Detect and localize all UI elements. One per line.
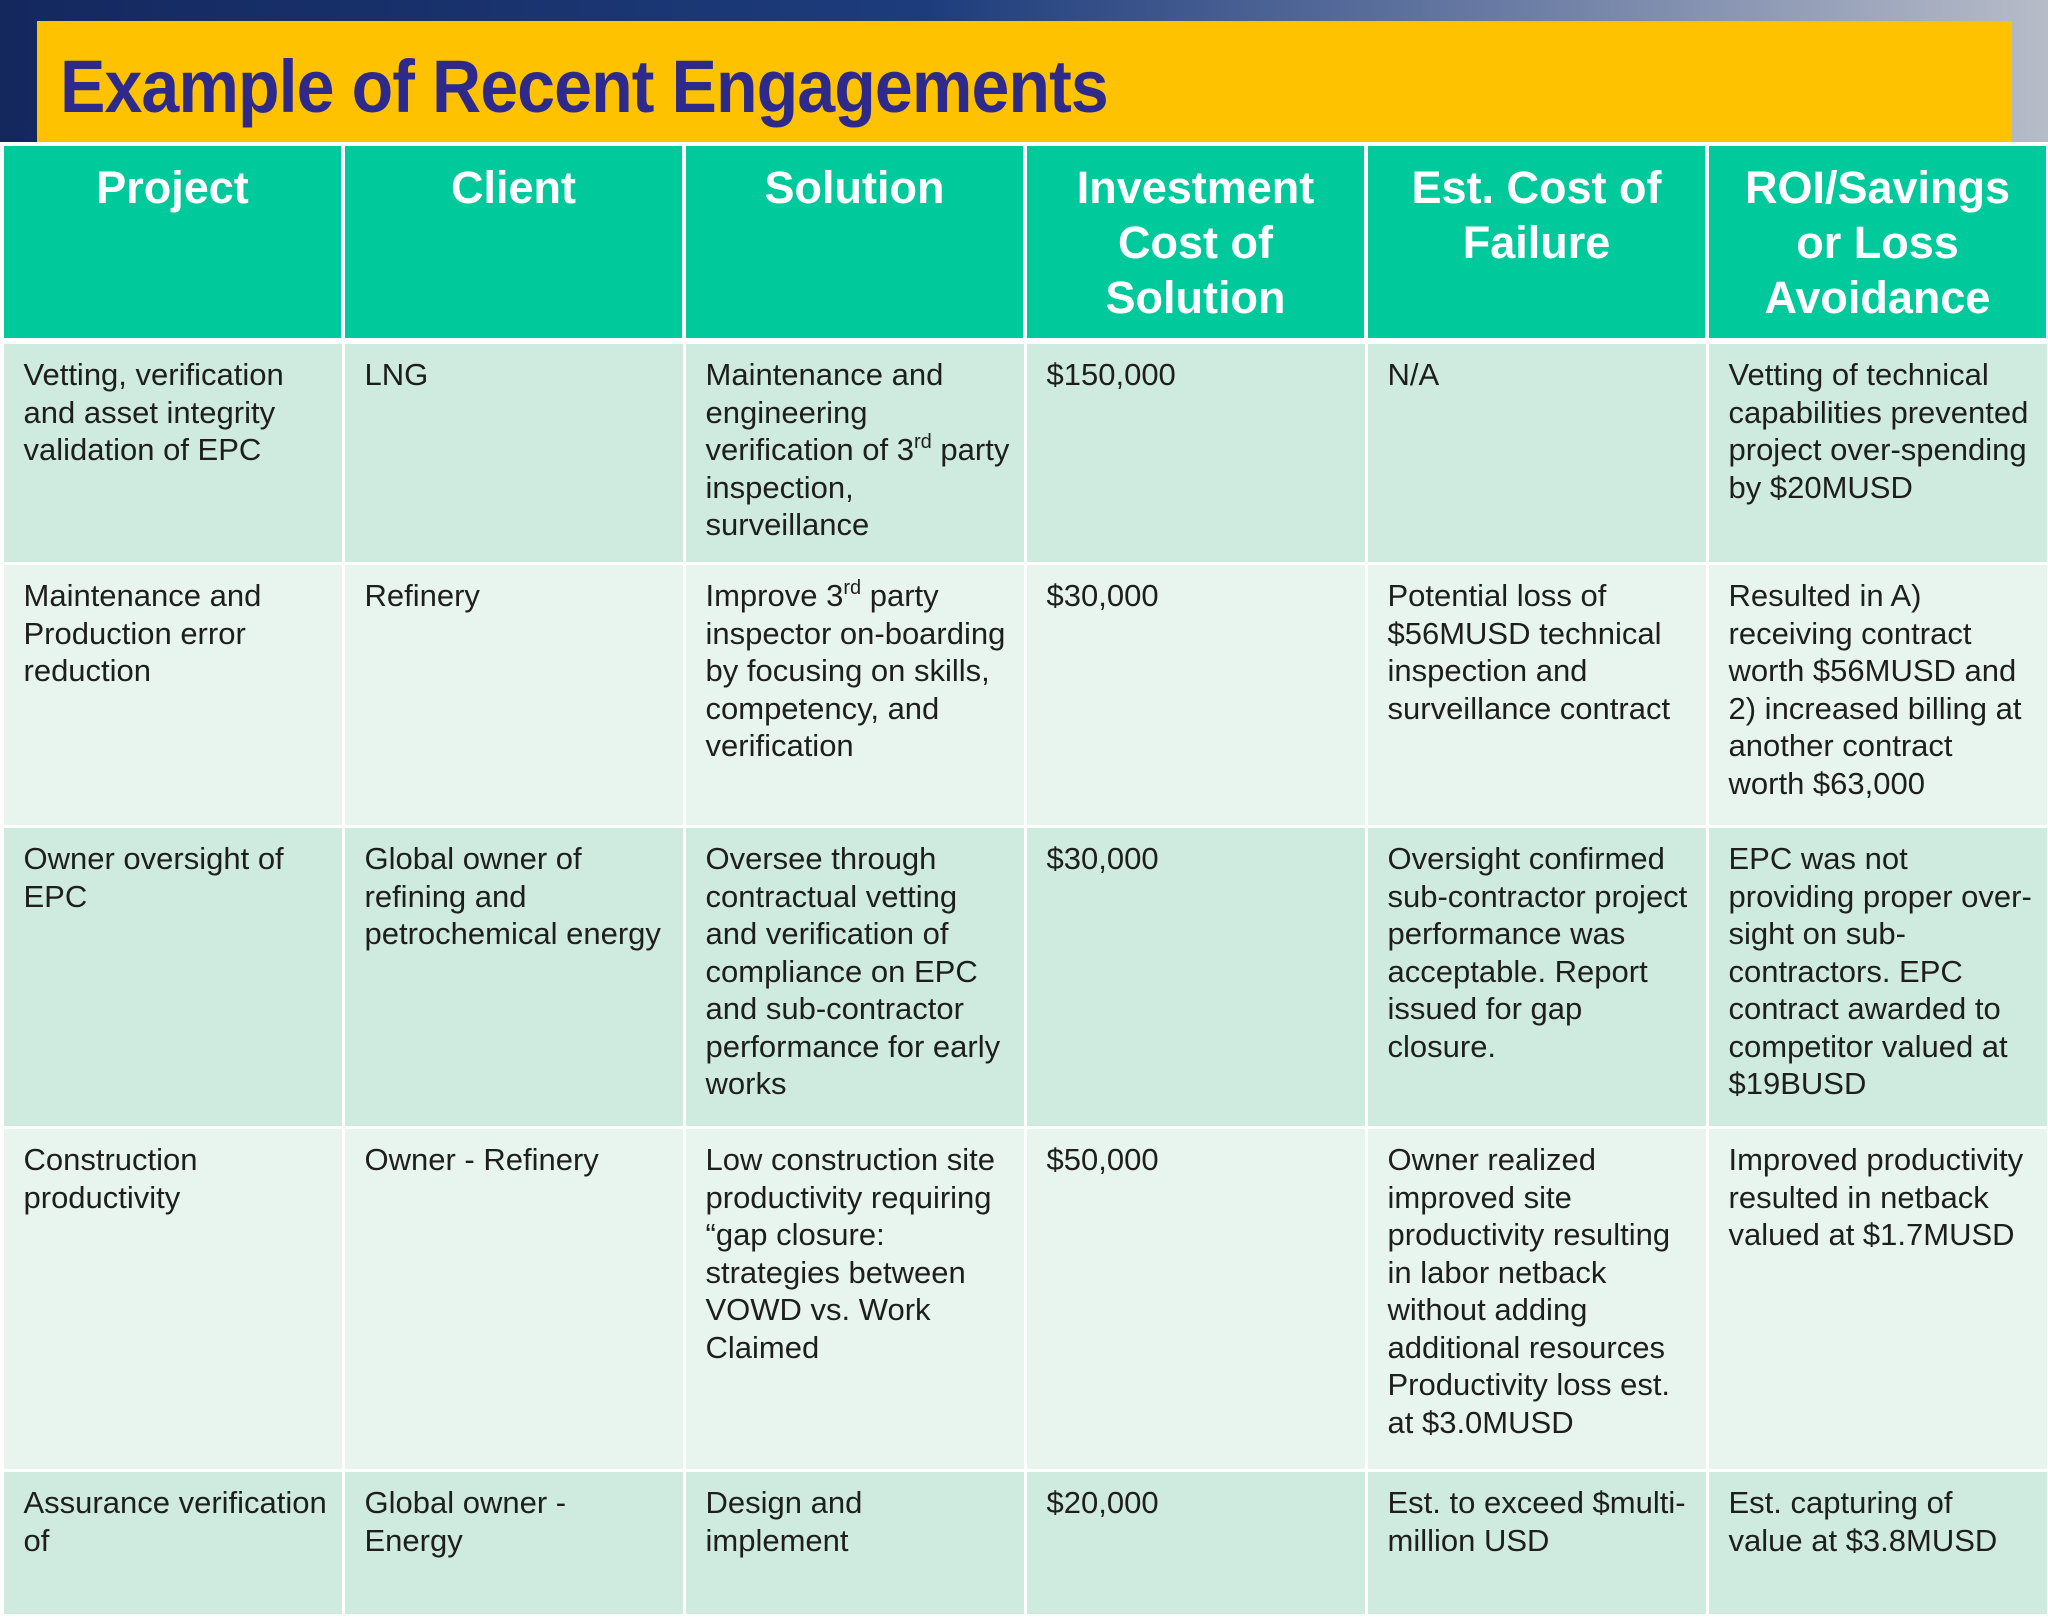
cell-cost-of-failure: Potential loss of $56MUSD technical insp… [1364,562,1709,828]
cell-project: Construction productivity [0,1126,345,1472]
cell-solution-text: Improve 3 [705,578,844,613]
cell-project: Vetting, verification and asset integrit… [0,339,345,565]
table-row: Owner oversight of EPC Global owner of r… [0,825,2048,1129]
cell-solution: Improve 3rd party inspector on-boarding … [682,562,1027,828]
cell-solution-text: Maintenance and engineering verification… [705,357,944,467]
page-title: Example of Recent Engagements [60,45,1109,128]
cell-investment: $30,000 [1023,825,1368,1129]
cell-client: Refinery [341,562,686,828]
title-bar [37,21,2012,143]
cell-client: LNG [341,339,686,565]
cell-investment: $150,000 [1023,339,1368,565]
table-row: Assurance verification of Global owner -… [0,1469,2048,1617]
cell-cost-of-failure: Oversight confirmed sub-contractor proje… [1364,825,1709,1129]
header-solution: Solution [682,142,1027,344]
cell-solution-text-cont: party inspector on-boarding by focusing … [705,578,1006,763]
table-row: Construction productivity Owner - Refine… [0,1126,2048,1472]
cell-solution: Design and implement [682,1469,1027,1617]
table-header-row: Project Client Solution Investment Cost … [0,142,2048,344]
cell-cost-of-failure: Est. to exceed $multi-million USD [1364,1469,1709,1617]
cell-roi: EPC was not providing proper over-sight … [1705,825,2048,1129]
cell-solution: Oversee through contractual vetting and … [682,825,1027,1129]
cell-client: Owner - Refinery [341,1126,686,1472]
cell-project: Owner oversight of EPC [0,825,345,1129]
cell-client: Global owner - Energy [341,1469,686,1617]
header-cost-of-failure: Est. Cost of Failure [1364,142,1709,344]
table-row: Maintenance and Production error reducti… [0,562,2048,828]
cell-solution: Low construction site productivity requi… [682,1126,1027,1472]
header-roi: ROI/Savings or Loss Avoidance [1705,142,2048,344]
engagements-table: Project Client Solution Investment Cost … [0,142,2048,1617]
cell-roi: Improved productivity resulted in netbac… [1705,1126,2048,1472]
header-investment: Investment Cost of Solution [1023,142,1368,344]
cell-investment: $20,000 [1023,1469,1368,1617]
cell-client: Global owner of refining and petrochemic… [341,825,686,1129]
cell-investment: $30,000 [1023,562,1368,828]
cell-roi: Est. capturing of value at $3.8MUSD [1705,1469,2048,1617]
ordinal-suffix: rd [914,431,932,453]
cell-cost-of-failure: N/A [1364,339,1709,565]
cell-project: Assurance verification of [0,1469,345,1617]
cell-solution-text-cont: party inspection, surveillance [705,432,1010,542]
cell-cost-of-failure: Owner realized improved site productivit… [1364,1126,1709,1472]
cell-solution: Maintenance and engineering verification… [682,339,1027,565]
header-client: Client [341,142,686,344]
cell-roi: Resulted in A) receiving contract worth … [1705,562,2048,828]
table-row: Vetting, verification and asset integrit… [0,339,2048,565]
header-project: Project [0,142,345,344]
cell-project: Maintenance and Production error reducti… [0,562,345,828]
ordinal-suffix: rd [843,577,862,599]
cell-roi: Vetting of technical capabilities preven… [1705,339,2048,565]
cell-investment: $50,000 [1023,1126,1368,1472]
